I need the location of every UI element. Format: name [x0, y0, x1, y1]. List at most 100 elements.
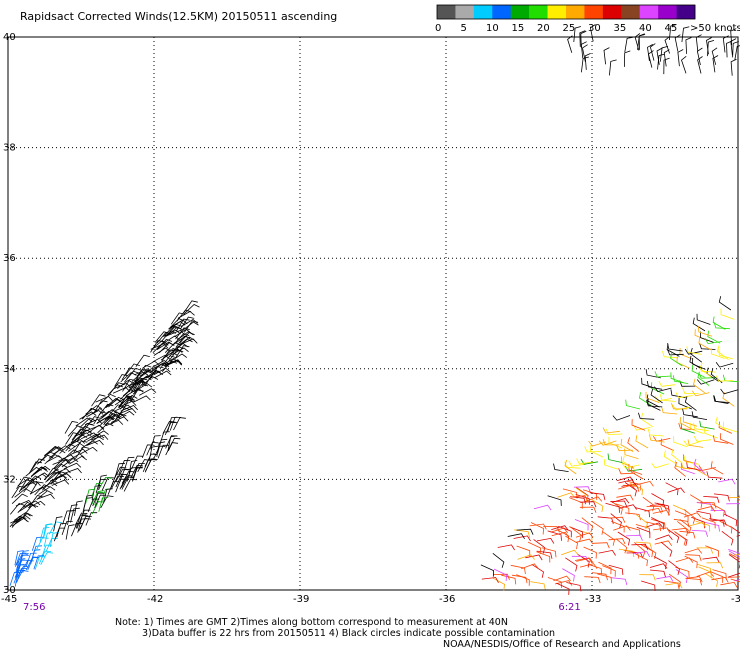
wind-barb: [605, 502, 620, 513]
wind-barb: [162, 335, 180, 344]
wind-barb: [173, 335, 191, 345]
wind-barb: [589, 24, 596, 42]
wind-barb: [115, 407, 131, 420]
wind-barb: [698, 337, 712, 351]
wind-barb: [672, 504, 687, 517]
wind-barb: [144, 459, 158, 473]
wind-barb: [569, 526, 582, 542]
wind-barb: [625, 526, 641, 537]
wind-barb: [649, 563, 668, 569]
wind-barb: [686, 577, 703, 586]
wind-barb: [623, 484, 640, 493]
wind-barb: [23, 500, 41, 508]
wind-barb: [101, 409, 118, 419]
wind-barb: [598, 561, 612, 575]
wind-barb: [553, 463, 569, 472]
wind-barb: [699, 342, 716, 350]
wind-barb: [679, 416, 693, 430]
wind-barb: [132, 466, 143, 481]
wind-barb: [179, 332, 195, 344]
wind-barb: [675, 569, 688, 584]
wind-barb: [608, 516, 626, 523]
wind-barb: [115, 404, 133, 412]
wind-barb: [131, 455, 144, 469]
wind-barb: [638, 412, 655, 420]
wind-barb: [481, 577, 499, 583]
wind-barb: [697, 56, 703, 74]
wind-barb: [516, 574, 530, 586]
wind-barb: [580, 41, 587, 59]
legend-swatch: [510, 5, 530, 19]
wind-barb: [43, 446, 61, 457]
wind-barb: [663, 57, 670, 75]
wind-barb: [530, 522, 545, 535]
wind-barb: [587, 563, 602, 575]
wind-barb: [91, 394, 106, 407]
wind-barb: [662, 350, 679, 359]
wind-barb: [603, 47, 610, 65]
wind-barb: [665, 582, 683, 589]
x-tick-label: -45: [1, 594, 17, 605]
wind-barb: [527, 541, 542, 555]
wind-barb: [175, 327, 190, 340]
wind-barb: [602, 565, 616, 577]
legend-swatch: [658, 5, 677, 19]
wind-barb: [536, 551, 551, 563]
wind-barb: [117, 395, 133, 408]
wind-barb: [674, 34, 681, 52]
wind-barb: [712, 55, 719, 73]
wind-barb: [703, 496, 720, 504]
wind-barb: [42, 523, 52, 539]
wind-barb: [633, 424, 651, 431]
wind-barb: [69, 455, 87, 464]
wind-barb: [608, 436, 623, 449]
wind-barb: [569, 526, 583, 538]
wind-barb: [699, 362, 712, 378]
wind-barb: [679, 530, 696, 539]
wind-barb: [653, 527, 671, 534]
wind-barb: [713, 493, 730, 502]
wind-barb: [686, 461, 702, 471]
wind-barb: [157, 444, 170, 459]
wind-barb: [79, 515, 92, 530]
wind-barb: [718, 478, 736, 485]
legend-swatch: [529, 5, 548, 19]
plot-frame: [7, 36, 739, 591]
wind-barb: [649, 43, 656, 61]
wind-barb: [654, 502, 670, 512]
wind-barb: [25, 552, 37, 567]
wind-barb: [109, 382, 125, 394]
wind-barb: [574, 557, 593, 564]
wind-barb: [645, 391, 660, 403]
legend-tick-label: 20: [537, 23, 550, 34]
wind-barb: [729, 553, 740, 560]
wind-barb: [574, 519, 589, 531]
wind-barb: [39, 527, 50, 542]
wind-barb: [25, 556, 39, 571]
wind-barb: [720, 581, 738, 588]
wind-barb: [75, 417, 93, 427]
wind-barb: [67, 425, 84, 437]
wind-barb: [581, 56, 589, 73]
wind-barb: [566, 582, 582, 592]
wind-barb: [655, 534, 673, 540]
wind-barb: [589, 444, 604, 458]
wind-barb: [635, 507, 650, 518]
wind-barb: [693, 458, 706, 474]
wind-barb: [175, 345, 190, 358]
wind-barb: [674, 510, 689, 522]
wind-barb: [647, 44, 653, 62]
wind-barb: [511, 574, 528, 584]
legend-swatch: [602, 5, 622, 19]
wind-barb: [579, 563, 598, 569]
wind-barb: [650, 518, 666, 529]
wind-barb: [576, 557, 594, 564]
wind-barb: [709, 518, 725, 527]
wind-barb: [513, 535, 531, 542]
wind-barb: [164, 359, 183, 365]
wind-barb: [685, 576, 703, 583]
wind-barb: [117, 410, 135, 419]
wind-barb: [150, 343, 169, 350]
wind-barb: [704, 338, 722, 345]
wind-barb: [660, 438, 674, 451]
